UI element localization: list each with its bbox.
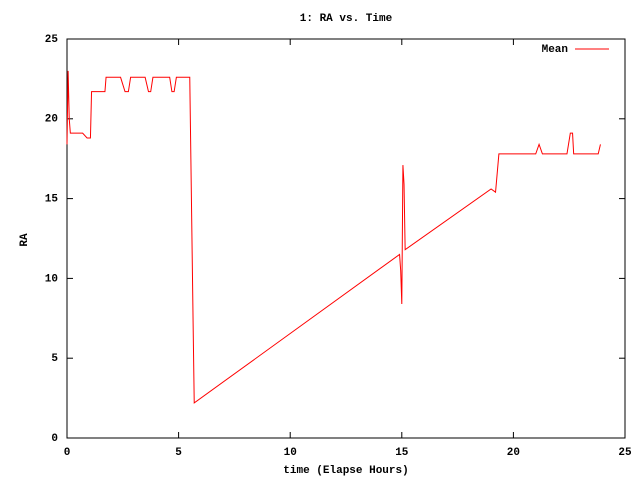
data-line xyxy=(66,70,601,404)
x-tick-label: 10 xyxy=(284,447,297,459)
x-tick-label: 15 xyxy=(395,447,409,459)
y-tick-label: 0 xyxy=(51,433,58,445)
x-tick-label: 0 xyxy=(64,447,71,459)
x-tick-label: 5 xyxy=(175,447,182,459)
plot-border xyxy=(66,38,626,439)
x-tick-label: 25 xyxy=(618,447,632,459)
y-tick-label: 15 xyxy=(45,194,59,206)
y-tick-label: 10 xyxy=(45,273,58,285)
y-tick-label: 25 xyxy=(45,34,59,46)
legend-label: Mean xyxy=(542,44,568,56)
y-tick-label: 20 xyxy=(45,114,58,126)
y-tick-label: 5 xyxy=(51,353,58,365)
x-axis-label: time (Elapse Hours) xyxy=(283,465,408,477)
y-axis-label: RA xyxy=(19,233,31,247)
x-tick-label: 20 xyxy=(507,447,520,459)
chart-title: 1: RA vs. Time xyxy=(300,13,393,25)
